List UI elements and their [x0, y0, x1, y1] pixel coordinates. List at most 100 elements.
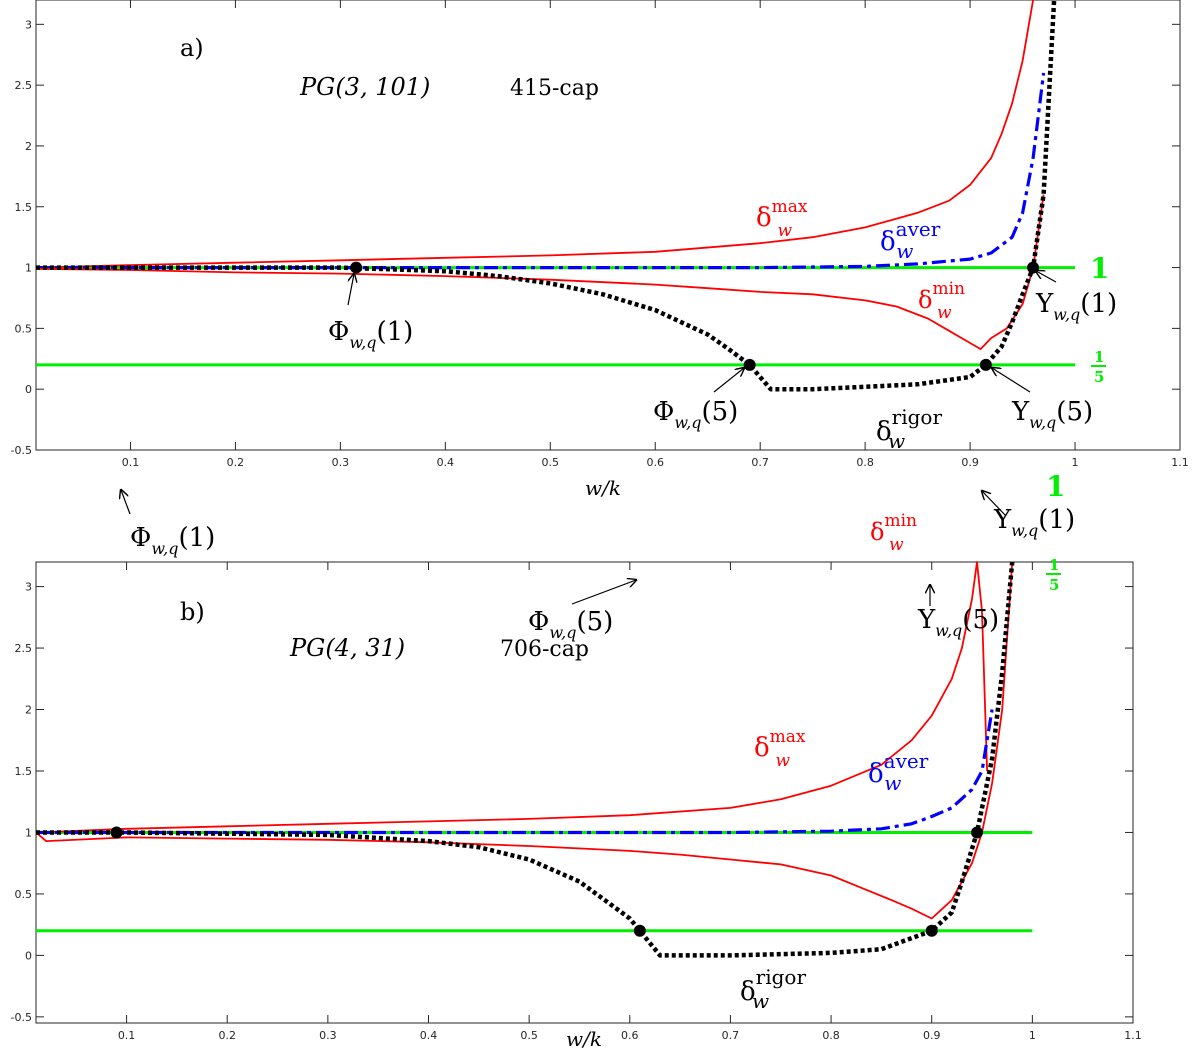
x-axis-ticks: 0.1 0.2 0.3 0.4 0.5 0.6 0.7 0.8 0.9 1 1.1	[118, 562, 1142, 1042]
y-tick-label: 0	[25, 383, 32, 396]
series-group	[35, 561, 1015, 958]
x-tick-label: 0.8	[822, 1029, 840, 1042]
label-delta-aver: δaver w	[880, 217, 941, 263]
marker-point	[110, 826, 123, 839]
x-tick-label: 0.4	[437, 456, 455, 469]
y-tick-label: 1.5	[15, 765, 33, 778]
plot-frame	[35, 561, 1134, 1024]
series-line	[35, 561, 988, 834]
x-tick-label: 1	[1029, 1029, 1036, 1042]
label-delta-min: δmin w	[918, 279, 965, 323]
fraction-numerator: 1	[1094, 348, 1104, 366]
x-tick-label: 0.3	[319, 1029, 337, 1042]
arrow-ups1	[1036, 271, 1057, 283]
plot-frame	[35, 0, 1181, 451]
panel-a: 0.1 0.2 0.3 0.4 0.5 0.6 0.7 0.8 0.9 1 1.1 -0.5 0 0.5…	[11, 0, 1189, 500]
x-tick-label: 0.7	[751, 456, 769, 469]
y-tick-label: 2	[25, 140, 32, 153]
panel-label: b)	[180, 598, 205, 626]
label-delta-min: δmin w	[870, 511, 917, 555]
marker-point	[971, 826, 984, 839]
label-phi5: Φw,q(5)	[653, 397, 738, 432]
x-tick-label: 0.6	[621, 1029, 639, 1042]
marker-point	[350, 261, 363, 274]
label-ups5: Υw,q(5)	[1011, 397, 1093, 432]
marker-point	[743, 358, 756, 371]
hline-label-fifth: 1 5	[1046, 556, 1061, 594]
y-tick-label: 2	[25, 704, 32, 717]
arrow-ups1	[982, 491, 1007, 517]
y-tick-label: 3	[25, 18, 32, 31]
y-tick-label: 1	[25, 826, 32, 839]
label-delta-aver: δaver w	[868, 749, 929, 795]
x-tick-label: 0.8	[856, 456, 874, 469]
label-phi5: Φw,q(5)	[528, 607, 613, 642]
series-line	[36, 72, 1046, 270]
chart-title: PG(4, 31)	[289, 634, 405, 662]
series-line	[36, 561, 1015, 958]
x-tick-label: 0.2	[218, 1029, 236, 1042]
x-tick-label: 0.6	[646, 456, 664, 469]
hline-label-fifth: 1 5	[1091, 348, 1106, 386]
label-delta-max: δmax w	[754, 727, 806, 771]
hline-label-one: 1	[1090, 252, 1109, 285]
x-tick-label: 0.1	[122, 456, 140, 469]
label-delta-max: δmax w	[756, 197, 808, 241]
series-line	[35, 0, 1034, 269]
x-tick-label: 1.1	[1124, 1029, 1142, 1042]
series-line	[35, 194, 1045, 351]
y-tick-label: 1.5	[15, 201, 33, 214]
label-ups1: Υw,q(1)	[993, 505, 1075, 540]
fraction-denominator: 5	[1094, 368, 1104, 386]
y-axis-ticks: -0.5 0 0.5 1 1.5 2 2.5 3	[11, 581, 1133, 1024]
fraction-denominator: 5	[1049, 576, 1059, 594]
x-tick-label: 1	[1072, 456, 1079, 469]
series-line	[36, 0, 1057, 392]
x-tick-label: 0.9	[923, 1029, 941, 1042]
x-tick-label: 1.1	[1171, 456, 1189, 469]
y-tick-label: 0.5	[15, 322, 33, 335]
x-tick-label: 0.7	[722, 1029, 740, 1042]
y-tick-label: -0.5	[11, 444, 32, 457]
x-axis-label: w/k	[585, 476, 621, 500]
label-phi1: Φw,q(1)	[130, 523, 215, 558]
series-line	[35, 561, 1014, 920]
x-tick-label: 0.1	[118, 1029, 136, 1042]
chart-subtitle: 415-cap	[510, 76, 599, 101]
x-tick-label: 0.5	[542, 456, 560, 469]
panel-label: a)	[180, 34, 204, 62]
marker-point	[925, 924, 938, 937]
x-axis-ticks: 0.1 0.2 0.3 0.4 0.5 0.6 0.7 0.8 0.9 1 1.1	[122, 0, 1189, 469]
label-delta-rigor: δrigor w	[740, 965, 806, 1013]
arrow-phi1	[347, 274, 354, 306]
marker-points	[350, 261, 1040, 371]
series-line	[36, 709, 994, 835]
y-tick-label: 0	[25, 949, 32, 962]
y-tick-label: 3	[25, 581, 32, 594]
label-ups5: Υw,q(5)	[917, 605, 999, 640]
arrow-ups5	[992, 368, 1031, 393]
arrow-phi1	[121, 490, 131, 515]
y-tick-label: 1	[25, 262, 32, 275]
y-tick-label: 2.5	[15, 642, 33, 655]
marker-point	[633, 924, 646, 937]
fraction-numerator: 1	[1049, 556, 1059, 574]
x-axis-label: w/k	[566, 1027, 602, 1051]
chart-subtitle: 706-cap	[500, 637, 589, 662]
arrow-phi5	[713, 368, 744, 393]
x-tick-label: 0.9	[961, 456, 979, 469]
x-tick-label: 0.3	[332, 456, 350, 469]
series-group	[35, 0, 1057, 392]
y-tick-label: -0.5	[11, 1011, 32, 1024]
arrow-phi5	[571, 580, 636, 605]
panel-b: 0.1 0.2 0.3 0.4 0.5 0.6 0.7 0.8 0.9 1 1.1 -0.5 0 0.5…	[11, 470, 1142, 1051]
x-tick-label: 0.4	[420, 1029, 438, 1042]
y-axis-ticks: -0.5 0 0.5 1 1.5 2 2.5 3	[11, 18, 1180, 457]
y-tick-label: 2.5	[15, 79, 33, 92]
label-phi1: Φw,q(1)	[328, 317, 413, 352]
y-tick-label: 0.5	[15, 888, 33, 901]
label-ups1: Υw,q(1)	[1035, 289, 1117, 324]
x-tick-label: 0.2	[227, 456, 245, 469]
chart-title: PG(3, 101)	[299, 73, 430, 101]
